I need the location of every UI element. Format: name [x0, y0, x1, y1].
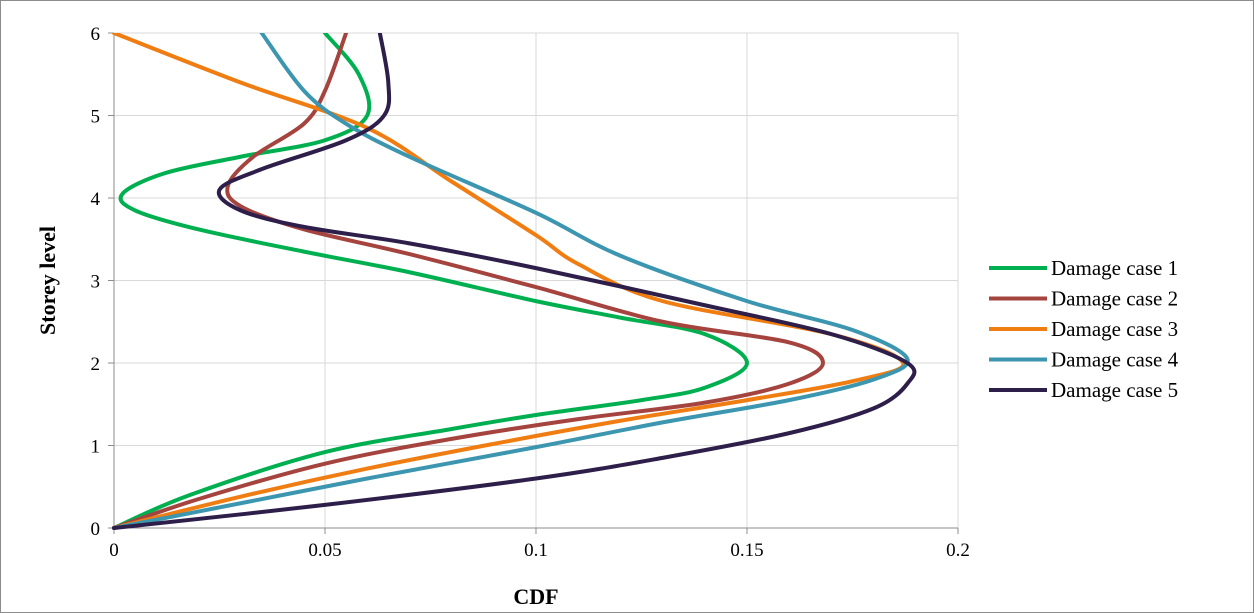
x-tick-label: 0.1 [524, 540, 548, 561]
y-tick-labels: 0 1 2 3 4 5 6 [91, 24, 101, 540]
series-line-1 [112, 33, 749, 530]
x-tick-label: 0.05 [308, 540, 341, 561]
series-line-5 [112, 33, 917, 530]
legend-label-2: Damage case 2 [1051, 287, 1178, 311]
x-tick-labels: 0 0.05 0.1 0.15 0.2 [109, 540, 970, 561]
y-tick-label: 6 [91, 24, 101, 45]
legend-label-5: Damage case 5 [1051, 378, 1178, 402]
axes [108, 32, 959, 534]
legend-label-3: Damage case 3 [1051, 317, 1178, 341]
gridlines [114, 32, 959, 528]
x-tick-label: 0.2 [946, 540, 970, 561]
y-axis-title: Storey level [35, 226, 60, 335]
x-axis-title: CDF [513, 584, 558, 609]
legend-label-1: Damage case 1 [1051, 256, 1178, 280]
series-lines [112, 33, 917, 530]
y-tick-label: 1 [91, 437, 101, 458]
legend: Damage case 1 Damage case 2 Damage case 3 D… [989, 256, 1179, 402]
x-tick-label: 0 [109, 540, 119, 561]
y-tick-label: 4 [91, 189, 101, 210]
legend-label-4: Damage case 4 [1051, 348, 1179, 372]
y-tick-label: 3 [91, 272, 101, 293]
x-tick-label: 0.15 [730, 540, 763, 561]
y-tick-label: 5 [91, 107, 101, 128]
series-line-2 [112, 33, 825, 530]
y-tick-label: 2 [91, 354, 101, 375]
y-tick-label: 0 [91, 519, 101, 540]
series-line-4 [112, 33, 910, 530]
